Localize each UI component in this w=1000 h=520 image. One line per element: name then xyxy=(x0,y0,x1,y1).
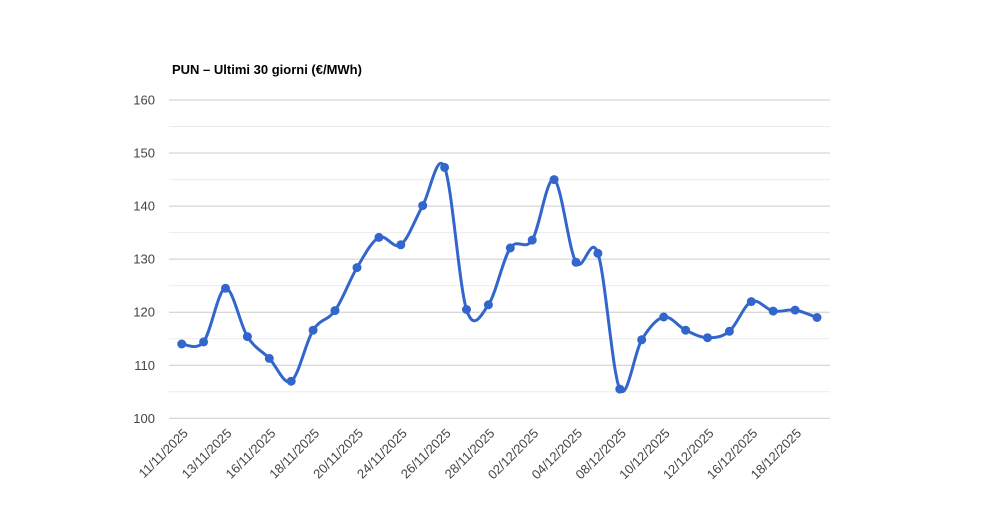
data-point-marker xyxy=(330,306,340,316)
data-point-marker xyxy=(286,376,296,386)
data-point-marker xyxy=(352,263,362,273)
data-point-marker xyxy=(703,333,712,343)
data-point-marker xyxy=(527,235,537,245)
data-point-marker xyxy=(681,325,691,335)
data-point-marker xyxy=(571,257,581,267)
data-point-marker xyxy=(440,162,450,172)
data-point-marker xyxy=(264,353,274,363)
y-axis-tick-label: 160 xyxy=(133,93,155,108)
y-axis-tick-label: 110 xyxy=(134,358,155,373)
chart-title: PUN – Ultimi 30 giorni (€/MWh) xyxy=(172,62,362,77)
data-point-marker xyxy=(462,305,471,314)
data-point-marker xyxy=(593,248,603,258)
data-point-marker xyxy=(812,313,822,322)
y-axis-tick-label: 120 xyxy=(133,305,155,320)
y-axis-tick-label: 150 xyxy=(133,146,155,161)
data-point-marker xyxy=(199,337,209,347)
y-axis-tick-label: 130 xyxy=(133,252,155,267)
data-point-marker xyxy=(724,326,734,336)
data-point-marker xyxy=(396,240,406,250)
data-point-marker xyxy=(177,339,187,349)
data-point-marker xyxy=(549,175,559,185)
data-point-marker xyxy=(483,300,493,310)
data-point-marker xyxy=(637,335,647,345)
data-point-marker xyxy=(615,384,625,394)
data-point-marker xyxy=(221,283,230,293)
data-point-marker xyxy=(768,306,778,316)
data-point-marker xyxy=(790,305,800,315)
series-line xyxy=(180,162,819,394)
y-axis-tick-label: 140 xyxy=(133,199,155,214)
y-axis-tick-label: 100 xyxy=(133,411,155,426)
data-point-marker xyxy=(308,325,318,335)
data-point-marker xyxy=(418,201,428,211)
data-point-marker xyxy=(374,232,384,242)
data-point-marker xyxy=(505,243,515,253)
data-point-marker xyxy=(746,297,756,307)
data-point-marker xyxy=(242,332,252,342)
data-point-marker xyxy=(659,312,669,322)
